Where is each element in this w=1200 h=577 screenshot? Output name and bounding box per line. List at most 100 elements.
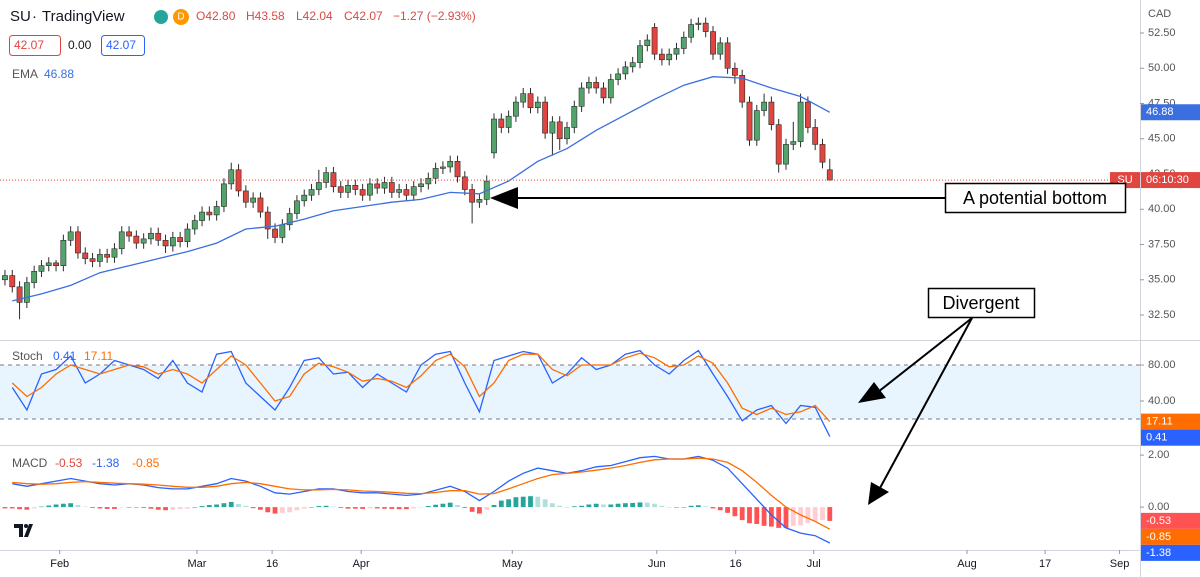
- value-tag-label: -0.85: [1146, 531, 1171, 543]
- histogram-bar: [236, 503, 241, 508]
- candle-body: [710, 31, 716, 55]
- histogram-bar: [185, 507, 190, 509]
- candle-body: [16, 286, 23, 303]
- histogram-bar: [331, 506, 336, 508]
- candle-body: [556, 121, 563, 140]
- candle-body: [768, 101, 775, 125]
- logo-dot: [24, 524, 28, 528]
- histogram-bar: [462, 507, 468, 508]
- candle-body: [104, 254, 111, 258]
- histogram-bar: [739, 507, 745, 521]
- candle-body: [469, 189, 476, 203]
- ema-value: 46.88: [44, 67, 74, 81]
- buy-price[interactable]: 42.07: [106, 38, 136, 52]
- candle-body: [615, 73, 622, 80]
- candle-body: [235, 169, 242, 192]
- candle-body: [549, 121, 556, 134]
- sell-price[interactable]: 42.07: [14, 38, 44, 52]
- value-tag: [1141, 528, 1200, 545]
- candle-body: [31, 271, 38, 283]
- candle-body: [746, 101, 753, 141]
- x-tick-label: Feb: [50, 558, 69, 570]
- histogram-bar: [112, 507, 117, 509]
- candle-body: [60, 239, 67, 266]
- y-tick-label: 32.50: [1148, 309, 1176, 321]
- candle-body: [206, 211, 213, 216]
- value-tag-label: -0.53: [1146, 515, 1171, 527]
- y-tick-label: 37.50: [1148, 238, 1176, 250]
- candle-body: [695, 22, 702, 25]
- y-tick-label: 40.00: [1148, 395, 1176, 407]
- sell-box[interactable]: [9, 35, 61, 56]
- value-tag-label: 17.11: [1146, 416, 1173, 428]
- histogram-bar: [425, 506, 431, 508]
- histogram-bar: [126, 507, 132, 508]
- y-tick-label: 50.00: [1148, 62, 1176, 74]
- separator-dot: ·: [32, 8, 37, 25]
- candle-body: [184, 228, 191, 243]
- candle-body: [67, 231, 74, 241]
- buy-box[interactable]: [101, 35, 145, 56]
- histogram-bar: [338, 507, 344, 508]
- candle-body: [352, 185, 359, 190]
- y-tick-label: 40.00: [1148, 203, 1176, 215]
- candle-body: [367, 183, 373, 196]
- histogram-bar: [469, 507, 475, 512]
- candle-body: [819, 144, 826, 163]
- candle-body: [593, 82, 600, 89]
- value-tag: [1141, 544, 1200, 561]
- candle-body: [374, 183, 381, 189]
- candle-body: [797, 101, 804, 142]
- histogram-bar: [666, 507, 672, 508]
- histogram-bar: [97, 507, 103, 509]
- histogram-bar: [637, 502, 643, 508]
- candle-body: [644, 39, 651, 46]
- candle-body: [534, 101, 541, 109]
- candle-body: [126, 231, 132, 237]
- histogram-bar: [192, 507, 198, 508]
- histogram-bar: [805, 507, 811, 523]
- histogram-bar: [82, 506, 88, 508]
- candle-body: [111, 248, 118, 258]
- histogram-bar: [790, 507, 796, 526]
- candle-body: [498, 118, 505, 128]
- candle-body: [520, 93, 527, 103]
- logo-mark: [14, 524, 33, 537]
- candle-body: [381, 182, 388, 189]
- candle-body: [651, 27, 658, 55]
- candle-body: [359, 189, 366, 196]
- histogram-bar: [104, 507, 110, 509]
- histogram-bar: [776, 507, 782, 528]
- candle-body: [600, 87, 607, 99]
- candle-body: [228, 169, 235, 185]
- histogram-bar: [411, 507, 417, 509]
- macd-legend: MACD: [12, 456, 48, 470]
- annotation-box: [927, 287, 1036, 319]
- histogram-bar: [447, 502, 453, 508]
- y-tick-label: 45.00: [1148, 133, 1176, 145]
- currency: CAD: [1148, 8, 1171, 20]
- indicator-line: [12, 457, 831, 530]
- histogram-bar: [228, 501, 234, 508]
- histogram-bar: [265, 507, 271, 513]
- histogram-bar: [46, 505, 52, 508]
- arrow-line: [879, 317, 973, 489]
- annotations: A potential bottom Divergent: [490, 182, 1127, 505]
- histogram-bar: [601, 504, 606, 508]
- histogram-bar: [681, 507, 687, 508]
- histogram-bar: [250, 507, 256, 509]
- histogram-bar: [477, 507, 482, 514]
- candle-body: [564, 127, 570, 140]
- indicator-line: [12, 76, 831, 302]
- histogram-bar: [243, 505, 249, 508]
- candle-body: [724, 42, 731, 69]
- histogram-bar: [309, 507, 314, 508]
- candle-body: [301, 194, 308, 202]
- stoch-d-value: 17.11: [84, 349, 113, 363]
- candle-body: [753, 110, 760, 141]
- histogram-bar: [360, 507, 366, 509]
- histogram-bar: [513, 497, 519, 508]
- candle-body: [82, 252, 89, 259]
- histogram-bar: [389, 507, 395, 509]
